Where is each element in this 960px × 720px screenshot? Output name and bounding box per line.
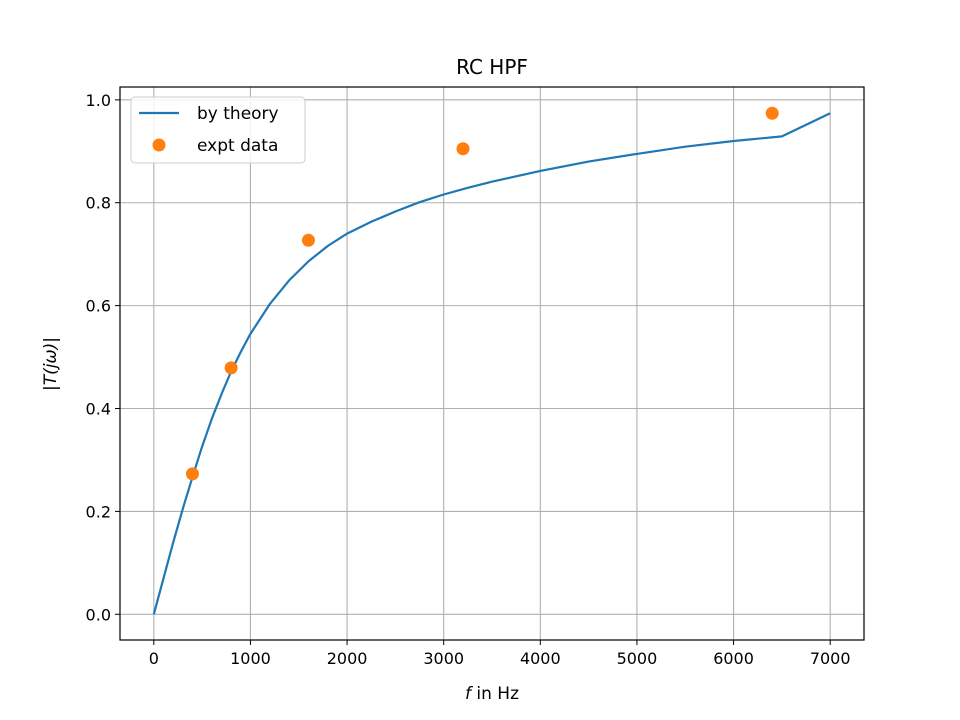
- y-tick-label: 0.2: [86, 502, 111, 521]
- legend: by theory expt data: [130, 96, 306, 164]
- y-tick-label: 0.4: [86, 400, 111, 419]
- x-axis-label: f in Hz: [465, 684, 519, 704]
- legend-marker-swatch: [152, 138, 166, 152]
- grid: [120, 87, 864, 640]
- y-tick-label: 0.8: [86, 194, 111, 213]
- y-tick-label: 1.0: [86, 91, 111, 110]
- expt-data-point: [224, 361, 238, 375]
- legend-label: by theory: [197, 104, 279, 124]
- axis-ticks: 0 1000 2000 3000 4000 5000 6000 7000 0.0 0.2 0.4 0.…: [86, 91, 851, 668]
- y-axis-label: |T(jω)|: [41, 337, 61, 391]
- expt-data-point: [456, 142, 470, 156]
- plot-frame: [119, 86, 865, 641]
- legend-label: expt data: [197, 136, 278, 156]
- x-tick-label: 7000: [810, 649, 851, 668]
- x-tick-label: 6000: [713, 649, 754, 668]
- chart-title: RC HPF: [456, 55, 528, 79]
- expt-data-point: [301, 233, 315, 247]
- x-tick-label: 4000: [520, 649, 561, 668]
- x-tick-label: 1000: [230, 649, 271, 668]
- y-tick-label: 0.6: [86, 297, 111, 316]
- plot-series: [152, 106, 831, 615]
- expt-data-point: [185, 467, 199, 481]
- x-tick-label: 2000: [327, 649, 368, 668]
- y-tick-label: 0.0: [86, 605, 111, 624]
- x-tick-label: 3000: [423, 649, 464, 668]
- x-axis-label-rest: in Hz: [471, 684, 519, 704]
- x-axis-label-italic: f: [465, 684, 474, 704]
- theory-curve: [152, 112, 831, 615]
- x-tick-label: 5000: [617, 649, 658, 668]
- expt-data-point: [765, 106, 779, 120]
- x-tick-label: 0: [149, 649, 159, 668]
